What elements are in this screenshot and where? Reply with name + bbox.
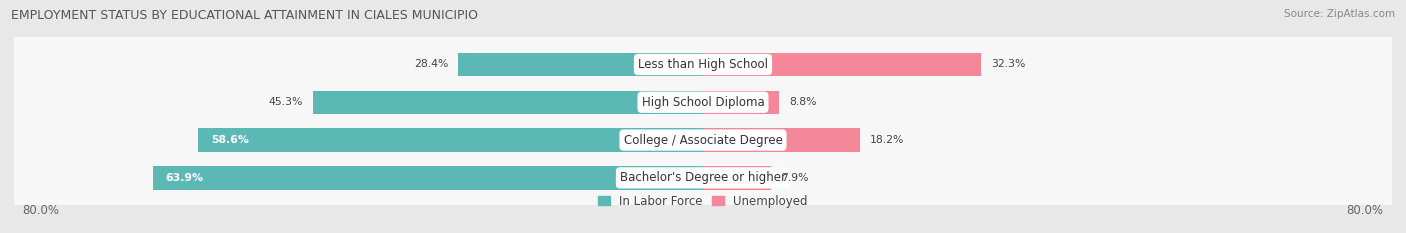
Text: 28.4%: 28.4%: [413, 59, 449, 69]
FancyBboxPatch shape: [4, 0, 1402, 146]
Bar: [314, 91, 703, 114]
Text: Bachelor's Degree or higher: Bachelor's Degree or higher: [620, 171, 786, 184]
Text: Source: ZipAtlas.com: Source: ZipAtlas.com: [1284, 9, 1395, 19]
Text: 32.3%: 32.3%: [991, 59, 1026, 69]
FancyBboxPatch shape: [4, 59, 1402, 221]
FancyBboxPatch shape: [4, 21, 1402, 184]
Bar: [458, 53, 703, 76]
Text: 7.9%: 7.9%: [782, 173, 808, 183]
Text: 80.0%: 80.0%: [1347, 204, 1384, 217]
FancyBboxPatch shape: [4, 96, 1402, 233]
Text: College / Associate Degree: College / Associate Degree: [624, 134, 782, 147]
FancyBboxPatch shape: [4, 0, 1402, 145]
FancyBboxPatch shape: [4, 59, 1402, 221]
FancyBboxPatch shape: [4, 97, 1402, 233]
Text: 80.0%: 80.0%: [22, 204, 59, 217]
Text: High School Diploma: High School Diploma: [641, 96, 765, 109]
Bar: [198, 128, 703, 152]
Bar: [703, 128, 859, 152]
FancyBboxPatch shape: [4, 22, 1402, 183]
Text: EMPLOYMENT STATUS BY EDUCATIONAL ATTAINMENT IN CIALES MUNICIPIO: EMPLOYMENT STATUS BY EDUCATIONAL ATTAINM…: [11, 9, 478, 22]
Text: 58.6%: 58.6%: [211, 135, 249, 145]
Text: 63.9%: 63.9%: [166, 173, 204, 183]
Text: 45.3%: 45.3%: [269, 97, 302, 107]
Text: 18.2%: 18.2%: [870, 135, 904, 145]
Bar: [703, 166, 770, 190]
Bar: [703, 91, 779, 114]
Bar: [153, 166, 703, 190]
Text: Less than High School: Less than High School: [638, 58, 768, 71]
Legend: In Labor Force, Unemployed: In Labor Force, Unemployed: [598, 195, 808, 208]
Bar: [703, 53, 981, 76]
Text: 8.8%: 8.8%: [789, 97, 817, 107]
